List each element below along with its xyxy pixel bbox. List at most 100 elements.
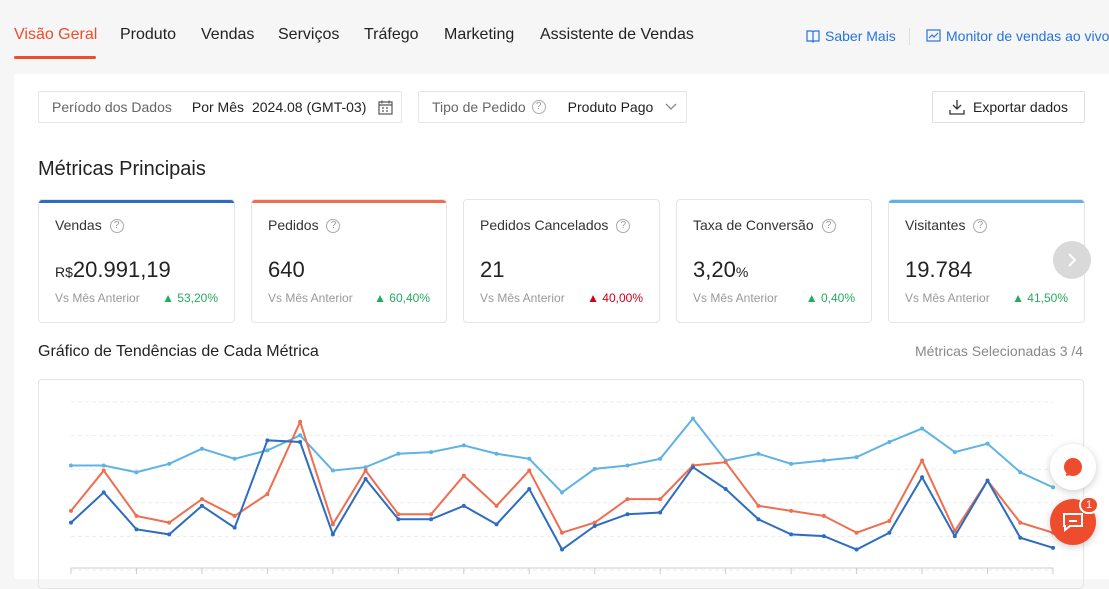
data-point[interactable] — [101, 468, 106, 473]
data-point[interactable] — [560, 490, 564, 495]
metric-card-vendas[interactable]: Vendas ? R$20.991,19 Vs Mês Anterior ▲ 5… — [38, 199, 235, 323]
data-point[interactable] — [69, 520, 73, 525]
data-point[interactable] — [789, 532, 794, 537]
next-cards-button[interactable] — [1053, 241, 1091, 279]
data-point[interactable] — [494, 522, 499, 527]
order-type-filter[interactable]: Tipo de Pedido ? Produto Pago — [418, 91, 687, 123]
tab-trafego[interactable]: Tráfego — [364, 26, 419, 43]
data-point[interactable] — [265, 448, 270, 453]
data-point[interactable] — [985, 441, 990, 446]
data-point[interactable] — [920, 475, 925, 480]
data-point[interactable] — [690, 416, 695, 421]
data-point[interactable] — [821, 513, 826, 518]
data-point[interactable] — [887, 530, 892, 535]
metric-card-pedidos[interactable]: Pedidos ? 640 Vs Mês Anterior ▲ 60,40% — [251, 199, 447, 323]
data-point[interactable] — [461, 473, 466, 478]
data-point[interactable] — [952, 450, 957, 455]
data-point[interactable] — [494, 451, 499, 456]
data-point[interactable] — [429, 450, 434, 455]
data-point[interactable] — [429, 517, 434, 522]
data-point[interactable] — [363, 476, 368, 481]
monitor-vendas-link[interactable]: Monitor de vendas ao vivo — [926, 28, 1109, 44]
data-point[interactable] — [723, 487, 728, 492]
data-point[interactable] — [658, 456, 663, 461]
data-point[interactable] — [167, 461, 172, 466]
data-point[interactable] — [625, 497, 630, 502]
data-point[interactable] — [756, 503, 761, 508]
data-point[interactable] — [756, 517, 761, 522]
data-point[interactable] — [396, 512, 401, 517]
data-point[interactable] — [854, 530, 859, 535]
data-point[interactable] — [199, 446, 204, 451]
data-point[interactable] — [887, 440, 892, 444]
data-point[interactable] — [952, 534, 957, 539]
data-point[interactable] — [461, 443, 466, 448]
data-point[interactable] — [527, 468, 532, 473]
feedback-button[interactable] — [1050, 444, 1096, 490]
data-point[interactable] — [298, 433, 303, 438]
data-point[interactable] — [363, 465, 368, 470]
data-point[interactable] — [232, 456, 237, 461]
data-point[interactable] — [330, 468, 335, 473]
tab-vendas[interactable]: Vendas — [201, 26, 255, 43]
data-point[interactable] — [1018, 520, 1023, 525]
data-point[interactable] — [560, 547, 564, 552]
data-point[interactable] — [560, 530, 564, 535]
data-point[interactable] — [232, 525, 237, 530]
data-point[interactable] — [658, 497, 663, 502]
metric-card-pedidos-cancelados[interactable]: Pedidos Cancelados ? 21 Vs Mês Anterior … — [463, 199, 660, 323]
data-point[interactable] — [134, 513, 139, 518]
data-point[interactable] — [134, 527, 139, 532]
data-point[interactable] — [134, 470, 139, 475]
export-button[interactable]: Exportar dados — [932, 91, 1085, 123]
data-point[interactable] — [527, 487, 532, 492]
data-point[interactable] — [298, 440, 303, 444]
period-filter[interactable]: Período dos Dados Por Mês 2024.08 (GMT-0… — [38, 91, 402, 123]
data-point[interactable] — [625, 463, 630, 468]
data-point[interactable] — [101, 490, 106, 495]
data-point[interactable] — [887, 518, 892, 523]
data-point[interactable] — [396, 517, 401, 522]
data-point[interactable] — [756, 451, 761, 456]
data-point[interactable] — [920, 458, 925, 463]
data-point[interactable] — [821, 458, 826, 463]
data-point[interactable] — [821, 534, 826, 539]
selected-metrics-count[interactable]: Métricas Selecionadas 3 /4 — [915, 343, 1084, 359]
data-point[interactable] — [232, 513, 237, 518]
data-point[interactable] — [789, 508, 794, 513]
data-point[interactable] — [265, 492, 270, 497]
data-point[interactable] — [1051, 485, 1055, 490]
tab-servicos[interactable]: Serviços — [278, 26, 340, 43]
data-point[interactable] — [920, 426, 925, 431]
data-point[interactable] — [1018, 535, 1023, 540]
saber-mais-link[interactable]: Saber Mais — [806, 28, 896, 44]
data-point[interactable] — [429, 512, 434, 517]
data-point[interactable] — [330, 532, 335, 537]
data-point[interactable] — [167, 520, 172, 525]
data-point[interactable] — [527, 456, 532, 461]
data-point[interactable] — [723, 460, 728, 465]
data-point[interactable] — [69, 463, 73, 468]
data-point[interactable] — [952, 529, 957, 534]
data-point[interactable] — [592, 520, 597, 525]
data-point[interactable] — [658, 510, 663, 515]
data-point[interactable] — [461, 503, 466, 508]
data-point[interactable] — [592, 466, 597, 471]
tab-assistente-de-vendas[interactable]: Assistente de Vendas — [540, 26, 694, 43]
data-point[interactable] — [854, 547, 859, 552]
tab-marketing[interactable]: Marketing — [444, 26, 515, 43]
data-point[interactable] — [789, 461, 794, 466]
data-point[interactable] — [199, 503, 204, 508]
tab-produto[interactable]: Produto — [120, 26, 177, 43]
data-point[interactable] — [1018, 470, 1023, 475]
tab-visao-geral[interactable]: Visão Geral — [14, 26, 98, 43]
data-point[interactable] — [330, 522, 335, 527]
data-point[interactable] — [199, 497, 204, 502]
metric-card-visitantes[interactable]: Visitantes ? 19.784 Vs Mês Anterior ▲ 41… — [888, 199, 1085, 323]
metric-card-taxa-conversao[interactable]: Taxa de Conversão ? 3,20% Vs Mês Anterio… — [676, 199, 872, 323]
data-point[interactable] — [854, 455, 859, 460]
data-point[interactable] — [592, 524, 597, 528]
data-point[interactable] — [363, 468, 368, 473]
data-point[interactable] — [101, 463, 106, 468]
data-point[interactable] — [625, 512, 630, 517]
